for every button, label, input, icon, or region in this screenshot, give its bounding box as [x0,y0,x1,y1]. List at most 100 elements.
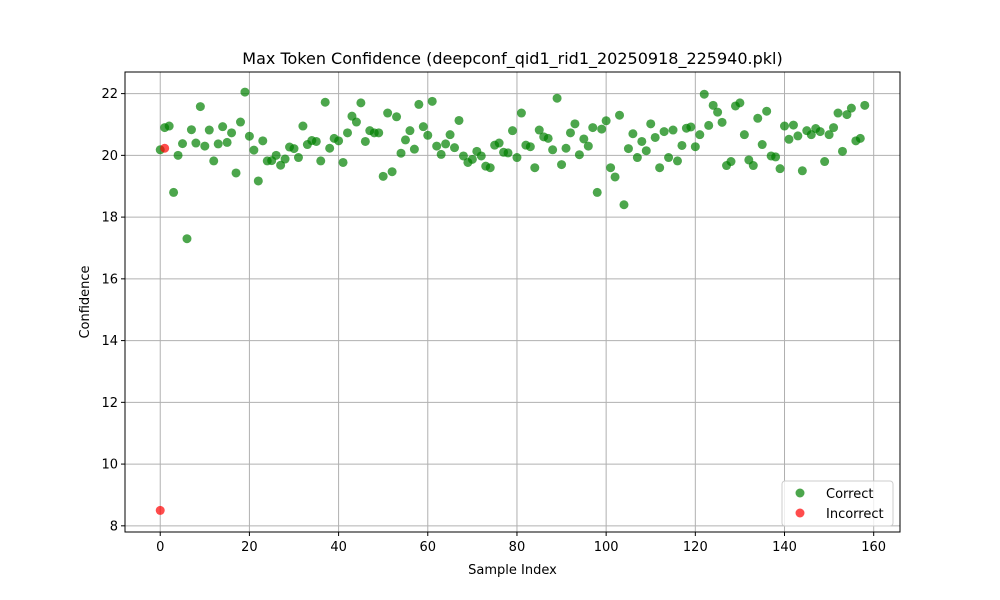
point-correct [218,122,228,132]
y-tick-label: 18 [101,211,118,226]
point-correct [561,143,571,153]
point-correct [739,130,749,140]
point-correct [186,125,196,135]
point-correct [227,128,237,138]
grid-lines [125,72,900,532]
point-correct [298,121,308,131]
point-correct [418,122,428,132]
point-correct [815,127,825,137]
point-correct [454,115,464,125]
x-tick-label: 60 [420,540,437,555]
point-correct [534,125,544,135]
point-correct [557,160,567,170]
point-correct [708,100,718,110]
legend: Correct Incorrect [781,480,894,527]
point-correct [837,146,847,156]
point-correct [757,140,767,150]
point-correct [414,99,424,109]
point-correct [235,117,245,127]
point-correct [441,139,451,149]
point-correct [400,135,410,145]
x-axis-label: Sample Index [468,563,557,578]
point-correct [258,136,268,146]
point-correct [396,148,406,158]
legend-label-incorrect: Incorrect [826,507,884,522]
x-tick-label: 20 [241,540,258,555]
plot-frame [124,71,901,533]
point-correct [677,140,687,150]
point-correct [222,137,232,147]
point-correct [436,149,446,159]
point-correct [450,143,460,153]
point-correct [583,141,593,151]
point-correct [704,120,714,130]
point-correct [338,157,348,167]
point-correct [409,144,419,154]
point-correct [597,124,607,134]
point-correct [467,154,477,164]
point-correct [615,110,625,120]
y-tick-label: 16 [101,272,118,287]
point-correct [735,98,745,108]
point-correct [289,144,299,154]
point-correct [588,123,598,133]
point-correct [820,157,830,167]
point-correct [343,128,353,138]
point-correct [619,200,629,210]
point-correct [623,144,633,154]
x-tick-label: 120 [683,540,708,555]
point-correct [846,103,856,113]
point-correct [775,164,785,174]
point-incorrect [160,143,170,153]
data-points [155,87,870,515]
point-correct [276,160,286,170]
point-correct [628,129,638,139]
y-tick-label: 8 [110,519,118,534]
point-correct [637,136,647,146]
point-correct [253,176,263,186]
point-correct [213,139,223,149]
point-correct [516,108,526,118]
point-correct [641,146,651,156]
point-correct [650,132,660,142]
point-correct [240,87,250,97]
point-correct [445,130,455,140]
point-correct [249,145,259,155]
point-correct [552,93,562,103]
point-correct [570,119,580,129]
point-correct [726,157,736,167]
point-correct [690,142,700,152]
point-correct [668,125,678,135]
point-correct [548,145,558,155]
point-correct [646,119,656,129]
point-correct [525,142,535,152]
point-correct [717,117,727,127]
point-correct [699,89,709,99]
legend-marker-correct [795,488,805,498]
point-correct [351,117,361,127]
point-correct [432,141,442,151]
point-correct [543,133,553,143]
point-correct [592,187,602,197]
x-tick-label: 160 [861,540,886,555]
point-correct [164,121,174,131]
point-correct [200,141,210,151]
point-correct [316,156,326,166]
x-tick-label: 140 [772,540,797,555]
x-tick-label: 100 [594,540,619,555]
point-correct [387,167,397,177]
point-correct [378,171,388,181]
point-correct [293,153,303,163]
x-tick-label: 0 [156,540,164,555]
legend-marker-incorrect [795,508,805,518]
point-correct [601,116,611,126]
point-correct [173,150,183,160]
point-correct [762,106,772,116]
point-correct [855,133,865,143]
y-axis-ticks: 8 10 12 14 16 18 20 22 [101,87,125,534]
point-correct [494,138,504,148]
y-tick-label: 14 [101,334,118,349]
point-correct [244,131,254,141]
point-correct [655,163,665,173]
